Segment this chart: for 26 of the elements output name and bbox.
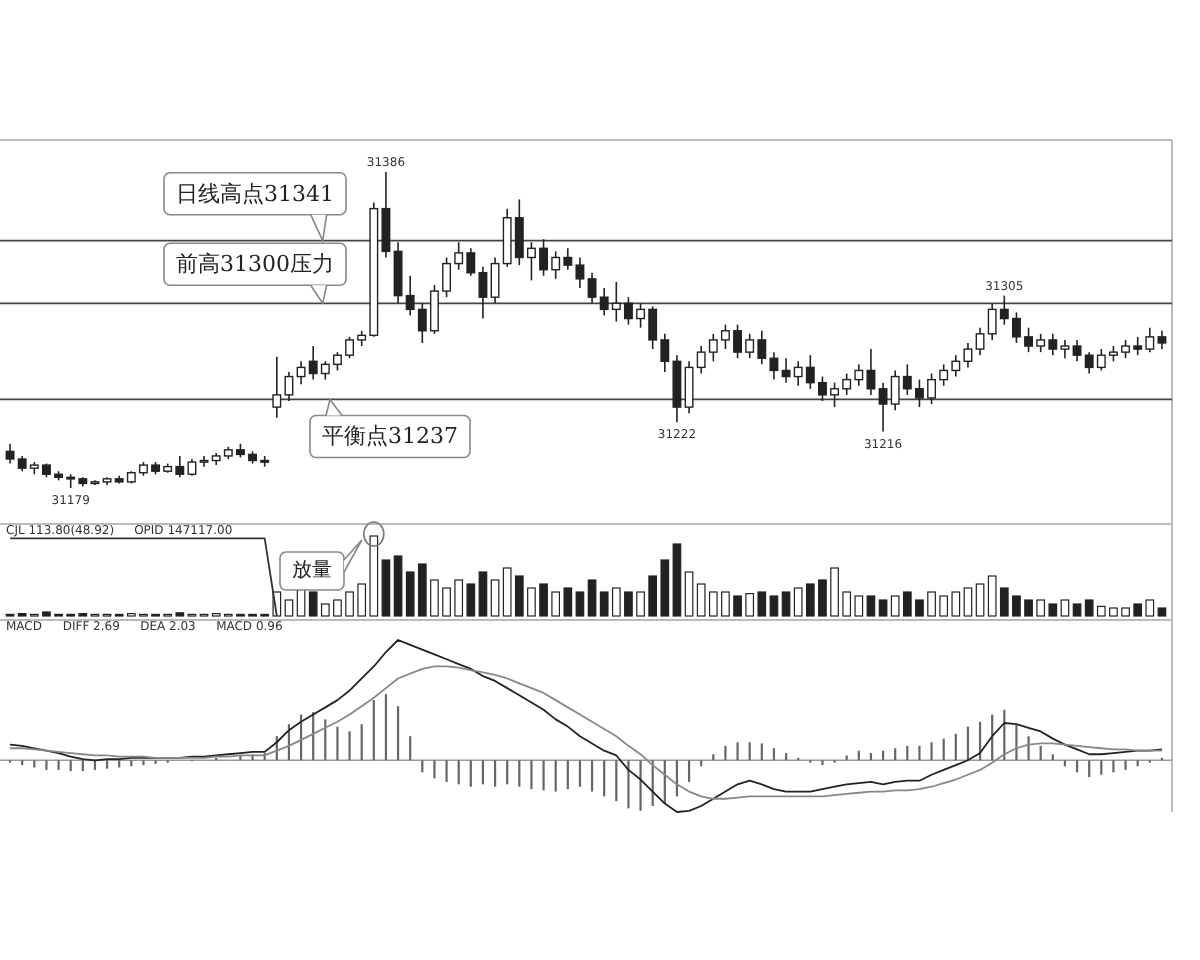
bar	[284, 599, 294, 617]
bar	[866, 595, 876, 617]
bar	[1072, 603, 1082, 617]
bar	[393, 555, 403, 617]
bar	[878, 599, 888, 617]
bar	[478, 571, 488, 617]
bar	[1157, 607, 1167, 617]
bar	[769, 595, 779, 617]
bar	[672, 543, 682, 617]
ref-line-label: 日线高点31341	[176, 180, 334, 207]
ref-line-label: 平衡点31237	[322, 423, 458, 450]
bar	[1060, 599, 1070, 617]
bar	[490, 579, 500, 617]
bar	[381, 559, 391, 617]
callout: 日线高点31341	[163, 171, 347, 244]
bar	[575, 591, 585, 617]
bar	[587, 579, 597, 617]
annotation: 放量	[292, 560, 332, 582]
callout: 平衡点31237	[309, 397, 471, 459]
bar	[975, 583, 985, 617]
bar	[963, 587, 973, 617]
callout: 放量	[279, 539, 363, 591]
bar	[684, 571, 694, 617]
bar	[781, 591, 791, 617]
callout: 前高31300压力	[163, 242, 347, 306]
ref-line-label: 前高31300压力	[176, 251, 334, 278]
